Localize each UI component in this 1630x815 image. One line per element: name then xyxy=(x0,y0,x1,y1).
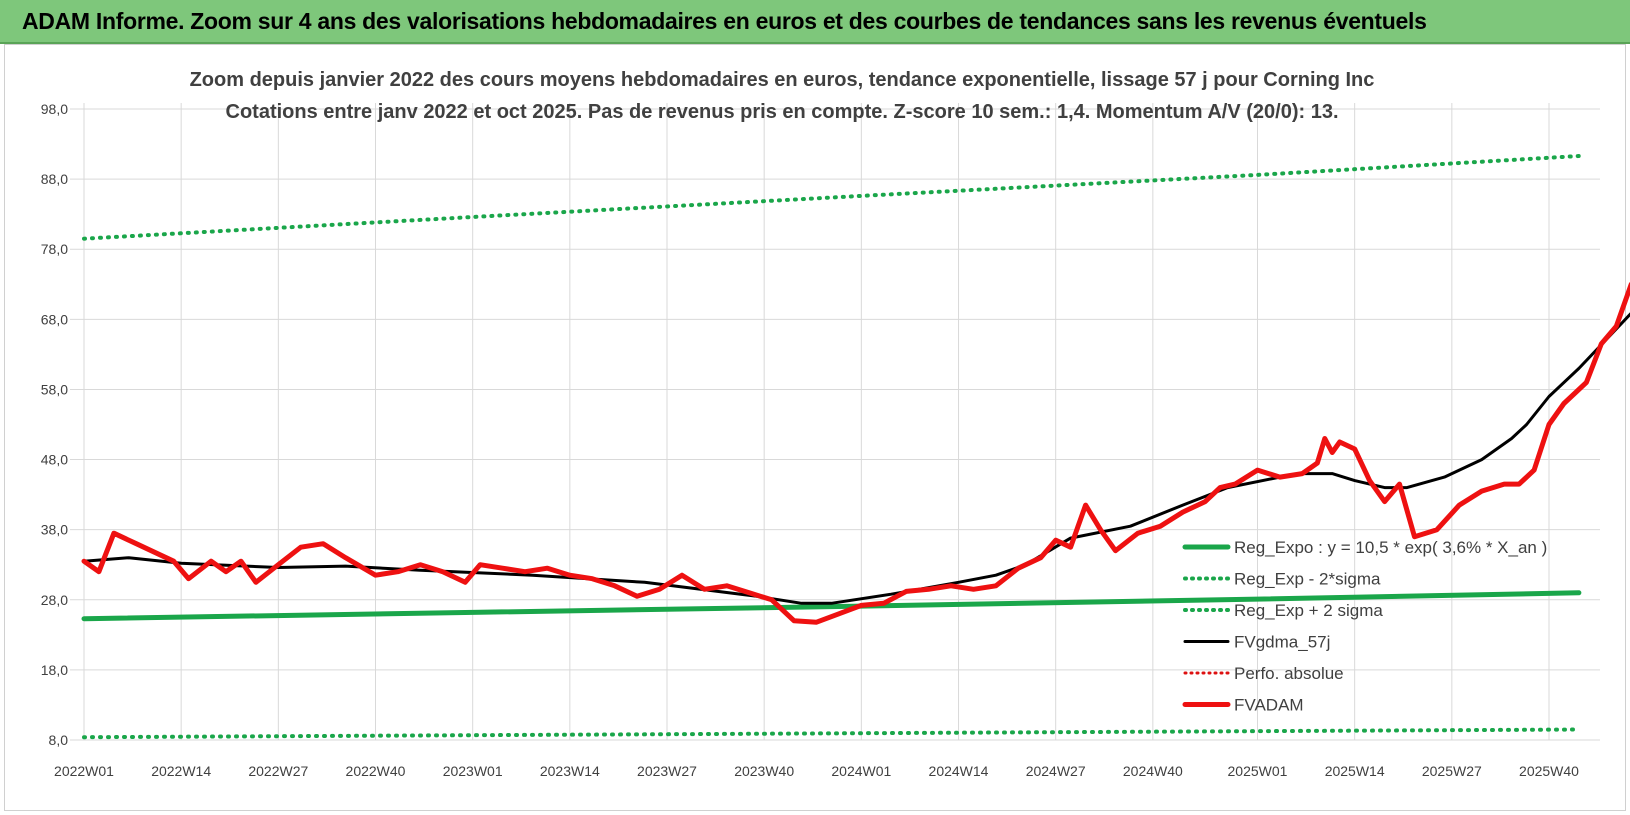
page-title: ADAM Informe. Zoom sur 4 ans des valoris… xyxy=(22,8,1427,34)
y-tick-label: 78,0 xyxy=(41,241,68,257)
legend-label: Reg_Exp - 2*sigma xyxy=(1234,570,1381,589)
x-tick-label: 2025W27 xyxy=(1422,763,1482,779)
header-bar: ADAM Informe. Zoom sur 4 ans des valoris… xyxy=(0,0,1630,44)
y-tick-label: 28,0 xyxy=(41,592,68,608)
x-tick-label: 2022W01 xyxy=(54,763,114,779)
x-tick-label: 2022W40 xyxy=(346,763,406,779)
y-tick-label: 48,0 xyxy=(41,452,68,468)
chart-title-line2: Cotations entre janv 2022 et oct 2025. P… xyxy=(226,101,1339,123)
x-tick-label: 2025W01 xyxy=(1228,763,1288,779)
x-tick-label: 2024W27 xyxy=(1026,763,1086,779)
x-tick-label: 2022W27 xyxy=(248,763,308,779)
y-tick-label: 98,0 xyxy=(41,101,68,117)
y-tick-label: 18,0 xyxy=(41,662,68,678)
series-fvgdma-57j-line xyxy=(82,312,1630,605)
x-tick-label: 2023W14 xyxy=(540,763,600,779)
legend-label: Reg_Expo : y = 10,5 * exp( 3,6% * X_an ) xyxy=(1234,538,1547,557)
legend-label: FVgdma_57j xyxy=(1234,633,1330,652)
legend-label: FVADAM xyxy=(1234,696,1304,715)
x-tick-label: 2024W40 xyxy=(1123,763,1183,779)
series-fvadam-line xyxy=(81,282,1630,625)
legend: Reg_Expo : y = 10,5 * exp( 3,6% * X_an )… xyxy=(1182,538,1547,715)
legend-label: Reg_Exp + 2 sigma xyxy=(1234,601,1383,620)
x-axis: 2022W01 2022W14 2022W27 2022W40 2023W01 2023W… xyxy=(54,763,1579,779)
series-reg-exp-minus-2sigma-line xyxy=(82,727,1581,740)
x-tick-label: 2023W27 xyxy=(637,763,697,779)
x-tick-label: 2024W14 xyxy=(929,763,989,779)
x-tick-label: 2025W14 xyxy=(1325,763,1385,779)
y-tick-label: 88,0 xyxy=(41,171,68,187)
x-tick-label: 2023W01 xyxy=(443,763,503,779)
y-tick-label: 58,0 xyxy=(41,381,68,397)
chart-title-line1: Zoom depuis janvier 2022 des cours moyen… xyxy=(190,69,1375,91)
x-tick-label: 2023W40 xyxy=(734,763,794,779)
y-tick-label: 38,0 xyxy=(41,522,68,538)
y-axis: 98,0 88,0 78,0 68,0 58,0 48,0 38,0 28,0 18,0 8,0 xyxy=(41,101,68,748)
x-tick-label: 2022W14 xyxy=(151,763,211,779)
series-layer xyxy=(81,154,1630,740)
chart-frame xyxy=(4,44,1626,811)
legend-label: Perfo. absolue xyxy=(1234,664,1344,683)
series-reg-exp-plus-2sigma-line xyxy=(82,154,1581,241)
y-tick-label: 8,0 xyxy=(49,732,69,748)
gridlines xyxy=(70,103,1600,741)
y-tick-label: 68,0 xyxy=(41,311,68,327)
x-tick-label: 2024W01 xyxy=(831,763,891,779)
x-tick-label: 2025W40 xyxy=(1519,763,1579,779)
